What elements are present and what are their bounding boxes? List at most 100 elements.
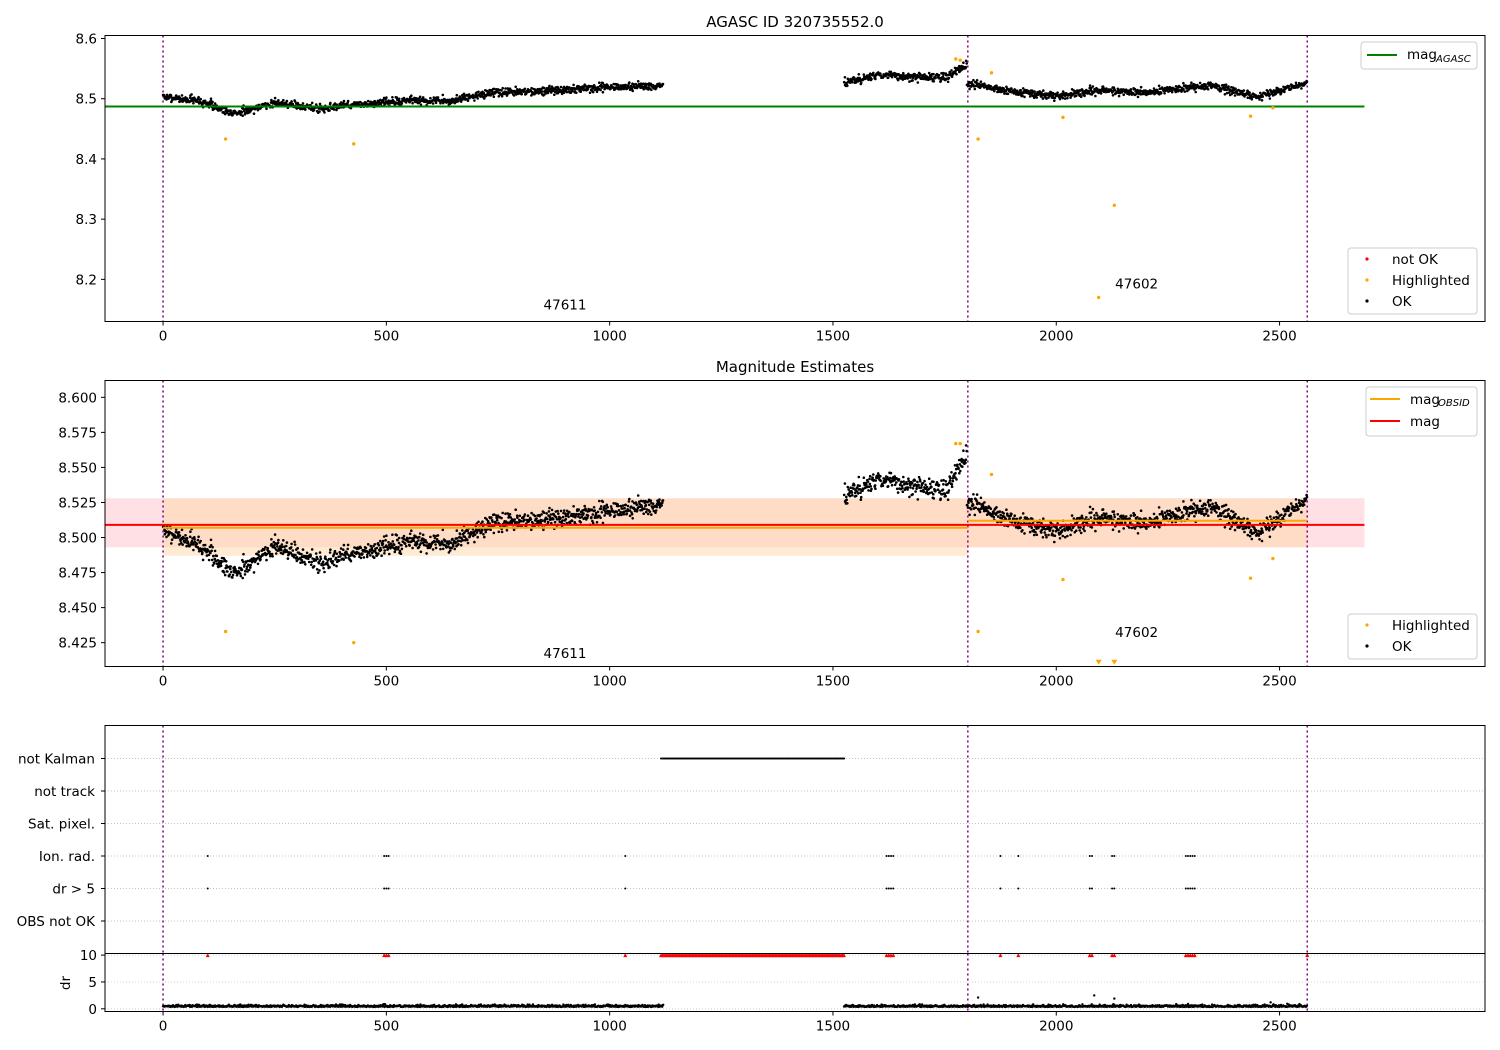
ok-point: [1066, 534, 1069, 538]
highlighted-point: [976, 629, 980, 634]
ok-point: [1246, 533, 1250, 537]
ok-point: [1228, 527, 1232, 531]
ok-point: [654, 511, 657, 515]
ok-point: [586, 516, 589, 520]
ok-point: [617, 504, 620, 508]
ok-point: [651, 502, 655, 506]
ok-point: [1234, 512, 1237, 516]
ok-point: [282, 98, 285, 102]
ok-point: [398, 549, 402, 553]
ok-point: [408, 536, 412, 540]
ok-point: [457, 543, 460, 546]
ok-point: [924, 483, 927, 487]
ok-point: [296, 546, 300, 550]
ok-point: [1182, 81, 1185, 85]
ok-point: [1280, 513, 1283, 517]
y-tick-label: 8.2: [76, 272, 97, 288]
ok-point: [983, 501, 986, 504]
ok-point: [179, 539, 182, 543]
ok-point: [553, 520, 557, 524]
ok-point: [965, 62, 968, 65]
ok-point: [1297, 499, 1301, 502]
ok-point: [466, 541, 470, 545]
ok-point: [1053, 540, 1056, 544]
highlighted-point: [958, 58, 962, 62]
ok-point: [523, 513, 527, 516]
ok-point: [950, 485, 954, 489]
ok-point: [1070, 514, 1074, 517]
ok-point: [512, 94, 516, 97]
ok-point: [1180, 511, 1184, 514]
ok-point: [1215, 511, 1218, 514]
ok-point: [1217, 85, 1221, 88]
ok-point: [396, 538, 399, 542]
ok-point: [239, 574, 243, 578]
ok-point: [975, 79, 979, 82]
ok-point: [1223, 526, 1227, 529]
ok-point: [583, 504, 586, 508]
ok-point: [514, 508, 517, 512]
ok-point: [1008, 517, 1011, 520]
ok-point: [1085, 516, 1088, 519]
ok-point: [1081, 516, 1084, 520]
ok-point: [245, 565, 249, 568]
ok-point: [568, 86, 571, 89]
ok-point: [328, 551, 332, 554]
ok-point: [245, 567, 248, 571]
ok-point: [1061, 96, 1065, 100]
ok-point: [1199, 507, 1202, 511]
ok-point: [954, 471, 957, 475]
ok-point: [381, 539, 385, 543]
ok-point: [643, 507, 646, 511]
ok-point: [570, 519, 574, 523]
ok-point: [209, 544, 213, 547]
ok-point: [301, 102, 305, 105]
ok-point: [412, 539, 416, 542]
ok-point: [568, 510, 571, 514]
ok-point: [1139, 509, 1143, 512]
ok-point: [545, 512, 548, 515]
highlighted-point: [1248, 114, 1253, 118]
ok-point: [432, 534, 436, 537]
ok-point: [1079, 93, 1082, 96]
legend-mag-agasc-subscript: AGASC: [1435, 54, 1471, 65]
ok-point: [332, 563, 336, 567]
ok-point: [310, 101, 314, 105]
ok-point: [377, 544, 381, 547]
ok-point: [388, 552, 391, 556]
highlighted-point: [352, 142, 356, 146]
ok-point: [366, 553, 369, 557]
ok-point: [459, 543, 463, 547]
ok-point: [1193, 514, 1196, 518]
ok-point: [989, 507, 993, 511]
ok-point: [562, 509, 566, 512]
ok-point: [265, 552, 269, 556]
ok-point: [599, 507, 603, 511]
ok-point: [247, 563, 251, 567]
ion-rad-flag: [1017, 855, 1020, 857]
ok-point: [421, 533, 425, 537]
ok-point: [374, 551, 378, 555]
ok-point: [992, 515, 996, 519]
ok-point: [265, 558, 268, 562]
ok-point: [911, 487, 915, 490]
ion-rad-flag: [206, 855, 209, 857]
ok-point: [213, 102, 217, 105]
ok-point: [256, 556, 260, 560]
ok-point: [384, 538, 387, 542]
ok-point: [843, 76, 847, 79]
ok-point: [851, 493, 854, 497]
ok-point: [1080, 514, 1084, 518]
ok-point: [305, 551, 309, 555]
ok-point: [433, 536, 437, 540]
ok-point: [1094, 529, 1097, 533]
ok-point: [1268, 526, 1271, 530]
ok-point: [603, 514, 606, 517]
ok-point: [431, 548, 435, 551]
ok-point: [494, 521, 498, 525]
ok-point: [1019, 526, 1022, 529]
ok-point: [1257, 529, 1260, 533]
ok-point: [304, 108, 307, 111]
